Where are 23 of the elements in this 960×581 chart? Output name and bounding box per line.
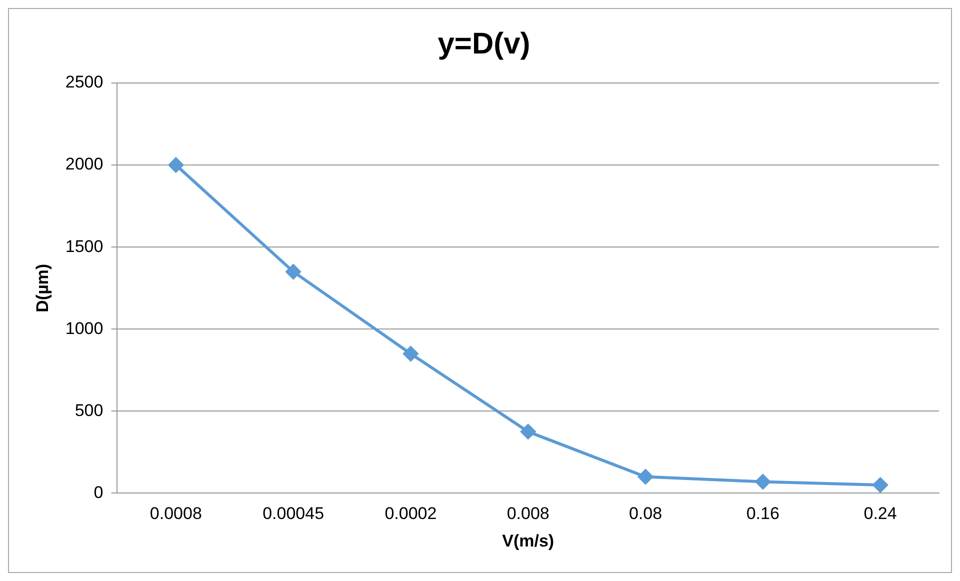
y-tick-label: 0 xyxy=(94,482,104,502)
y-tick-label: 2000 xyxy=(65,154,104,174)
point xyxy=(638,469,654,484)
x-tick-label: 0.16 xyxy=(746,504,780,524)
point xyxy=(286,264,301,280)
point xyxy=(168,158,184,173)
point xyxy=(520,424,536,440)
x-tick-label: 0.0002 xyxy=(384,504,437,524)
x-tick-label: 0.0008 xyxy=(150,504,202,524)
point xyxy=(872,477,888,492)
y-tick-label: 500 xyxy=(74,400,104,420)
y-tick-label: 2500 xyxy=(65,72,104,92)
x-tick-label: 0.00045 xyxy=(262,504,324,524)
y-tick-label: 1500 xyxy=(65,236,104,256)
point xyxy=(755,474,770,490)
chart-title: y=D(v) xyxy=(438,27,530,60)
x-tick-label: 0.008 xyxy=(506,504,550,524)
x-tick-label: 0.08 xyxy=(628,504,662,524)
point xyxy=(403,346,418,362)
x-axis-title: V(m/s) xyxy=(502,531,554,550)
x-tick-label: 0.24 xyxy=(864,504,897,524)
y-axis-title: D(µm) xyxy=(32,264,52,312)
y-tick-label: 1000 xyxy=(65,318,104,338)
